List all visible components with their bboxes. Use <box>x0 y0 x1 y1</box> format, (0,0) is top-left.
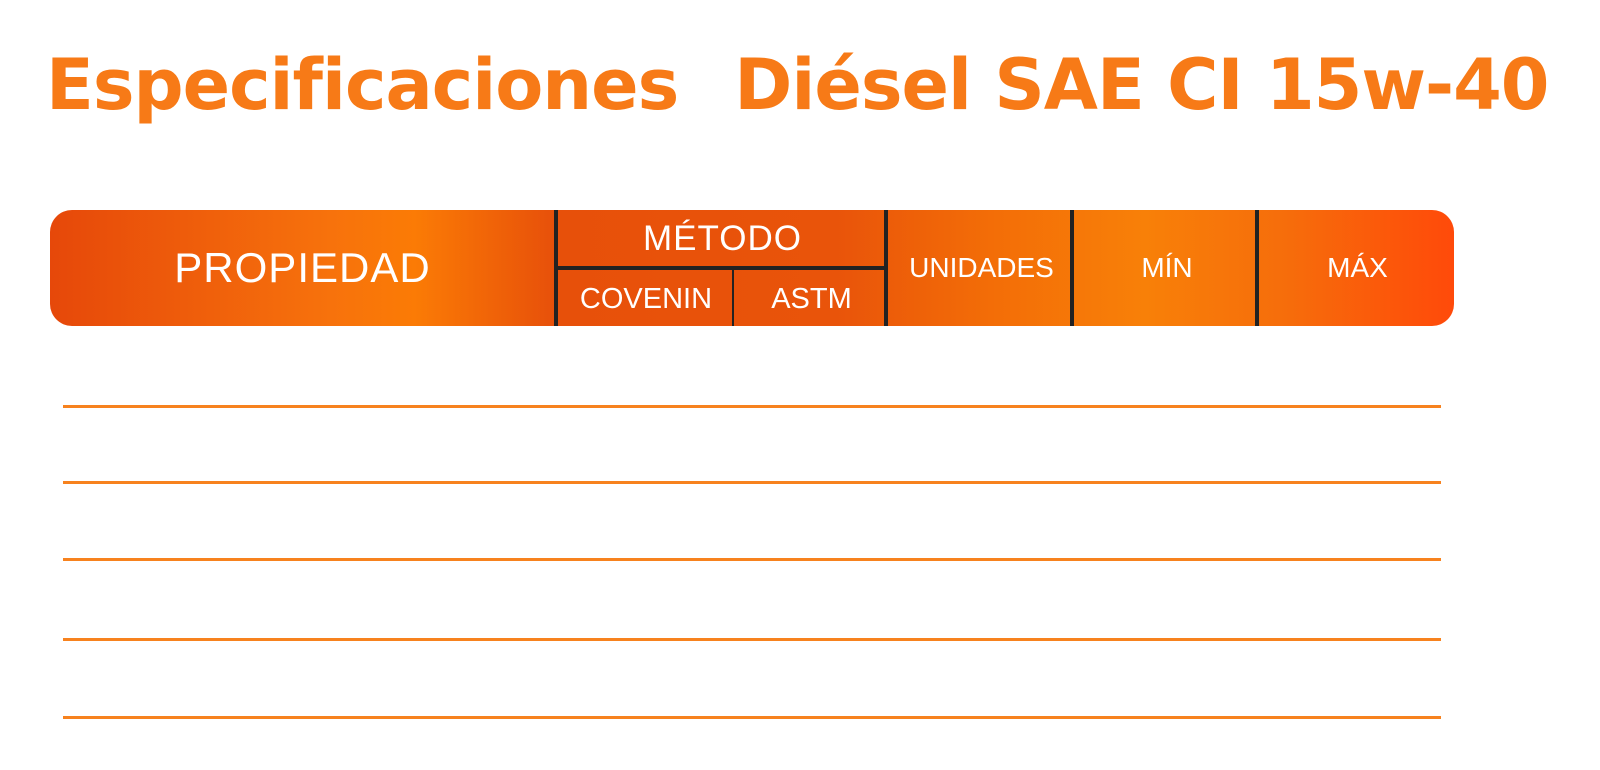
header-divider <box>554 210 558 326</box>
header-divider <box>884 210 888 326</box>
header-propiedad: PROPIEDAD <box>174 244 431 291</box>
page-title: Especificaciones Diésel SAE CI 15w-40 <box>46 50 1550 120</box>
header-metodo-divider <box>558 266 887 270</box>
table-row-rule <box>63 405 1441 408</box>
spec-table-header: PROPIEDAD MÉTODO COVENIN ASTM UNIDADES M… <box>50 210 1454 326</box>
title-product: Diésel SAE CI 15w-40 <box>734 44 1549 126</box>
header-metodo: MÉTODO <box>643 219 802 258</box>
header-astm: ASTM <box>771 282 852 315</box>
table-row-rule <box>63 716 1441 719</box>
header-divider <box>1070 210 1074 326</box>
title-main: Especificaciones <box>46 44 679 126</box>
header-unidades: UNIDADES <box>909 252 1054 283</box>
table-row-rule <box>63 558 1441 561</box>
header-covenin: COVENIN <box>579 282 713 315</box>
header-min: MÍN <box>1141 252 1193 283</box>
table-row-rule <box>63 481 1441 484</box>
header-divider <box>1255 210 1259 326</box>
table-row-rule <box>63 638 1441 641</box>
header-divider <box>732 270 734 326</box>
header-max: MÁX <box>1327 252 1388 283</box>
